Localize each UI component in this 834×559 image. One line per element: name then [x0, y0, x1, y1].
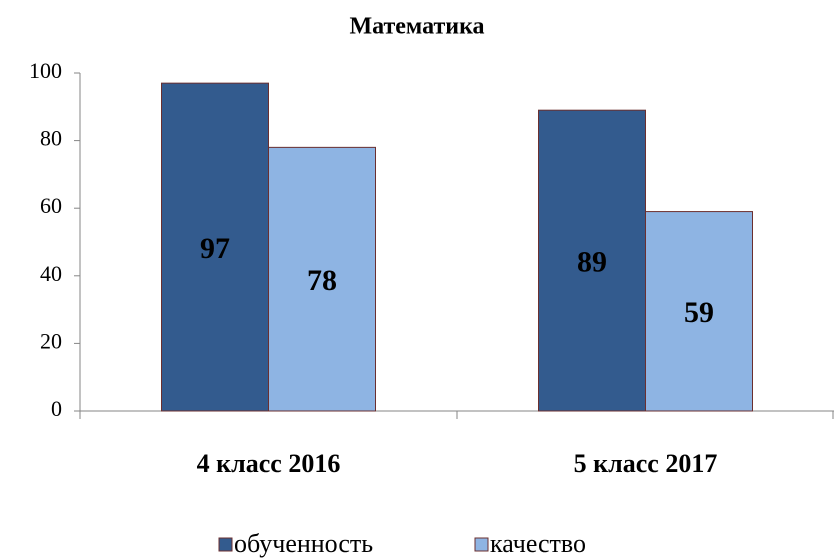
bar	[538, 109, 646, 412]
bar	[645, 211, 753, 412]
y-tick-label: 60	[40, 193, 62, 218]
legend-label: качество	[490, 529, 586, 558]
legend-swatch	[474, 537, 489, 552]
bar	[268, 146, 376, 412]
y-tick-label: 20	[40, 328, 62, 353]
data-label: 59	[684, 296, 714, 329]
y-tick-label: 80	[40, 126, 62, 151]
data-label: 89	[577, 245, 607, 278]
x-tick-label: 5 класс 2017	[574, 449, 718, 478]
legend-label: обученность	[234, 529, 373, 558]
x-tick-label: 4 класс 2016	[197, 449, 341, 478]
data-label: 97	[200, 232, 230, 265]
legend-swatch	[218, 537, 233, 552]
data-label: 78	[307, 264, 337, 297]
y-tick-label: 0	[51, 396, 62, 421]
y-tick-label: 40	[40, 261, 62, 286]
bar	[161, 82, 269, 412]
chart-title: Математика	[349, 14, 484, 40]
y-tick-label: 100	[29, 58, 62, 83]
